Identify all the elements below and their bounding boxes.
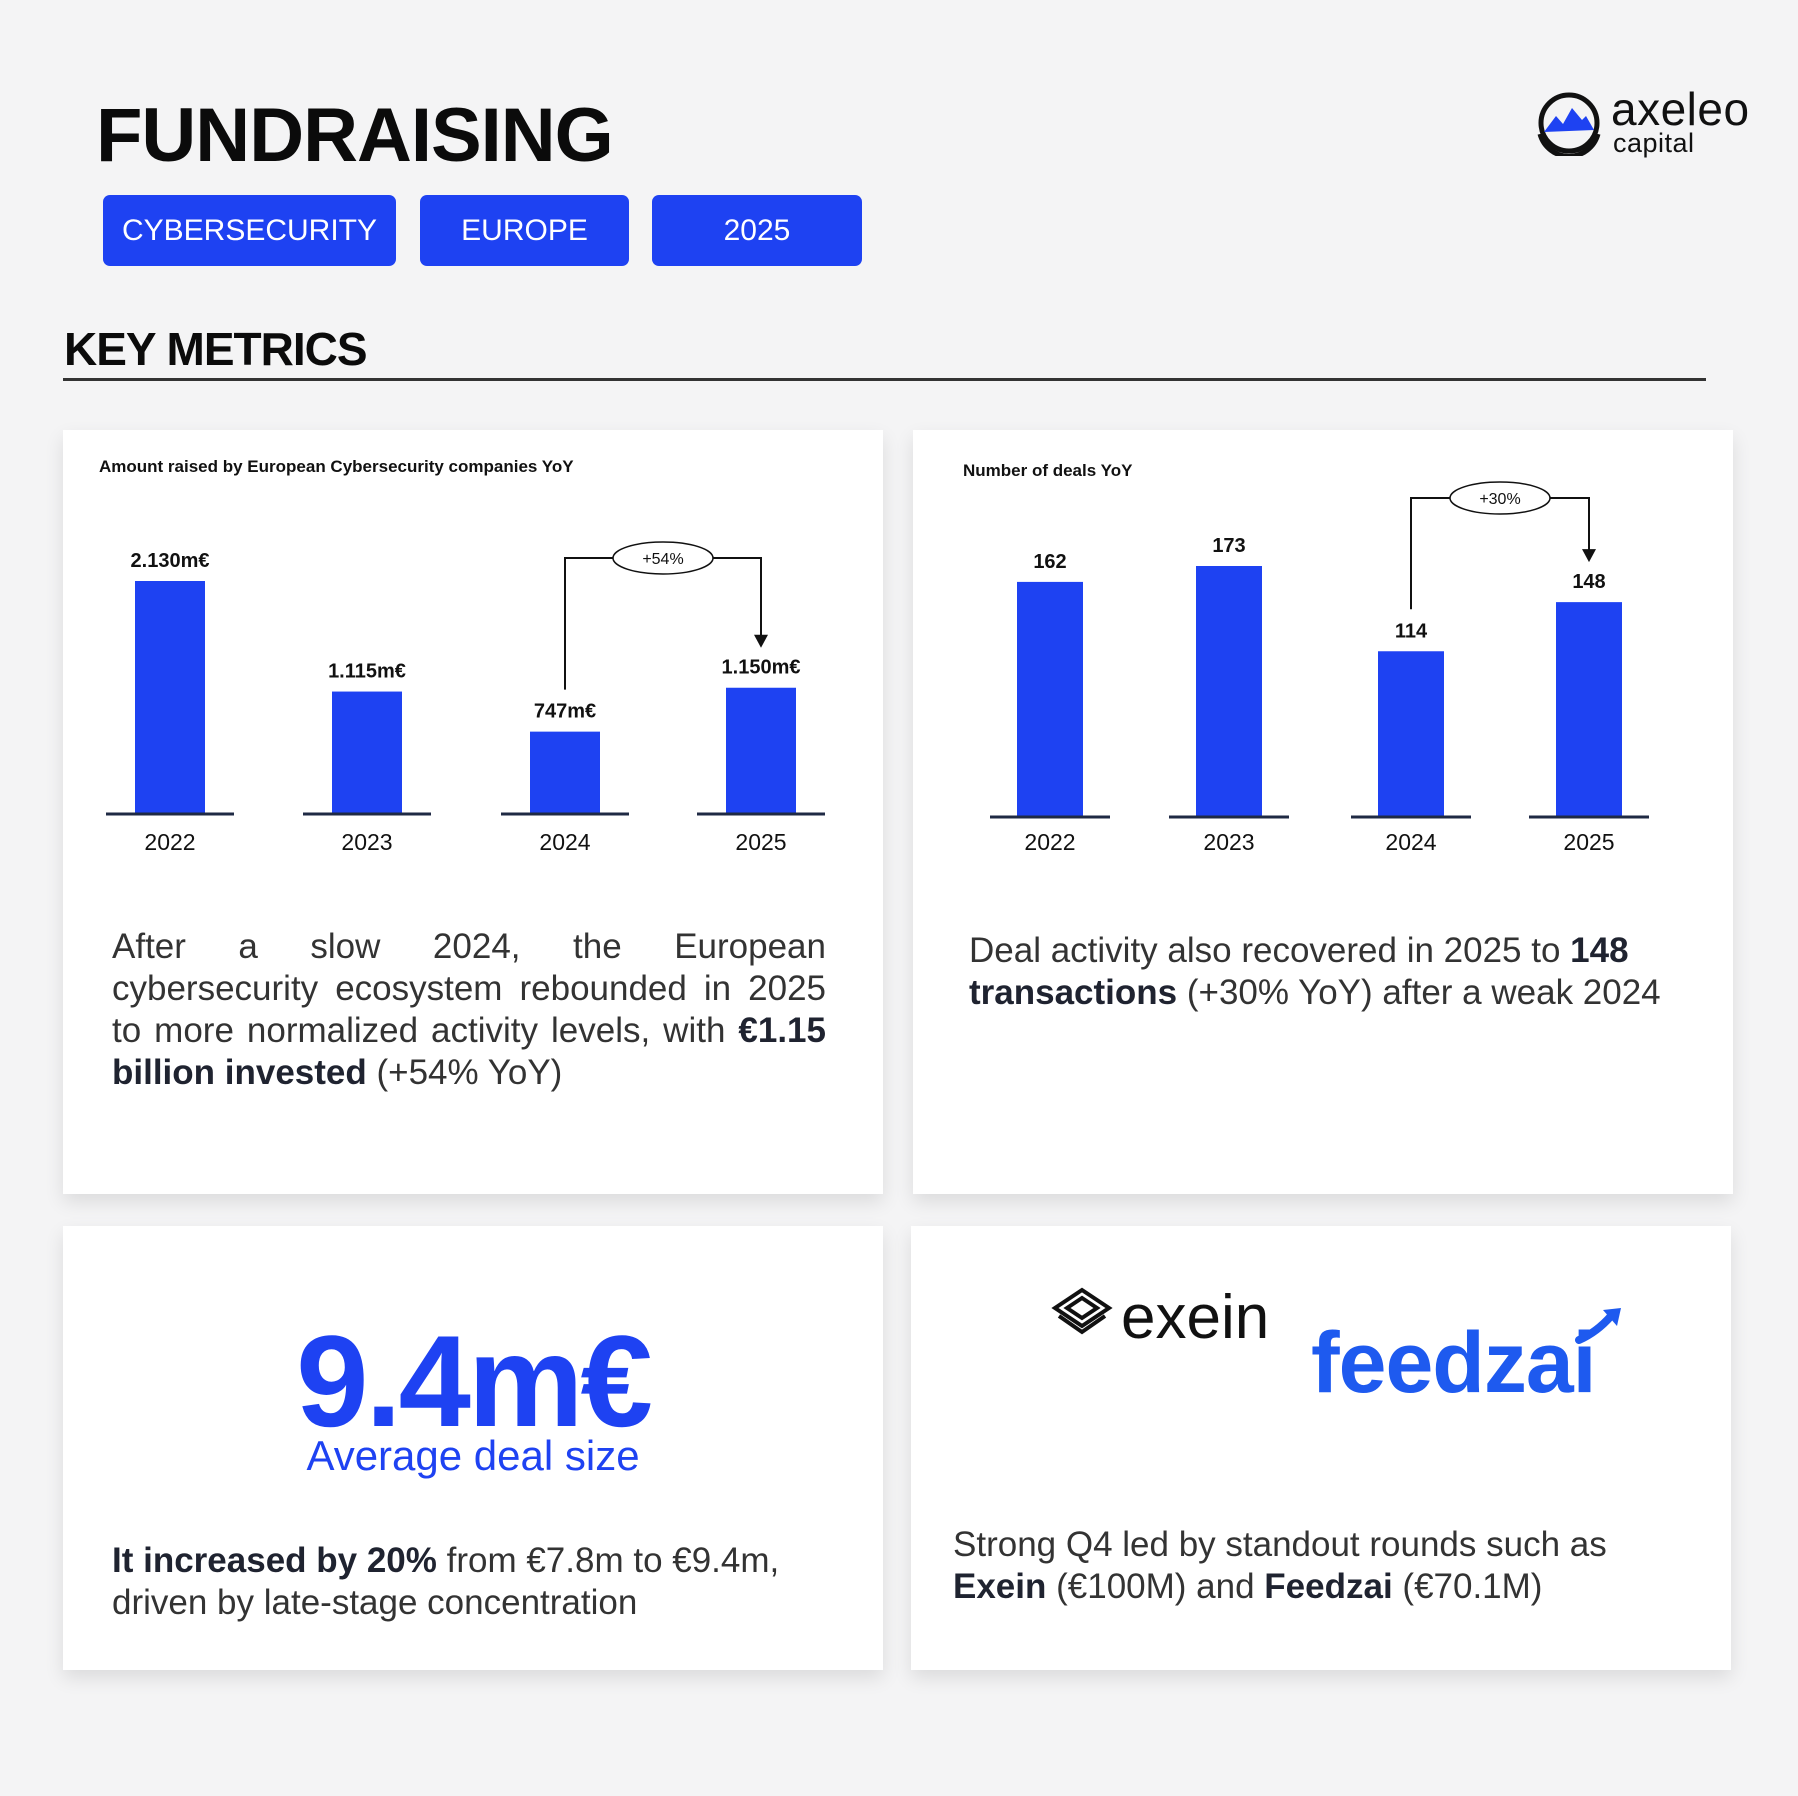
value-label-2024: 747m€ xyxy=(534,701,596,723)
amount-raised-description: After a slow 2024, the European cybersec… xyxy=(112,927,826,1092)
chart-title: Number of deals YoY xyxy=(963,461,1133,480)
amount-raised-card: Amount raised by European Cybersecurity … xyxy=(63,430,883,1194)
standout-rounds-description: Strong Q4 led by standout rounds such as… xyxy=(953,1525,1607,1606)
growth-badge xyxy=(1449,481,1551,515)
category-label-2024: 2024 xyxy=(539,829,590,855)
feedzai-arrow-icon xyxy=(1575,1308,1621,1344)
deals-description: Deal activity also recovered in 2025 to … xyxy=(969,931,1661,1012)
bar-2024 xyxy=(530,731,600,813)
value-label-2024: 114 xyxy=(1395,620,1428,642)
logo-wordmark: axeleo xyxy=(1611,83,1750,135)
bar-2022 xyxy=(135,581,205,813)
value-label-2023: 173 xyxy=(1212,535,1245,557)
feedzai-wordmark: feedzai xyxy=(1311,1315,1597,1411)
growth-label: +30% xyxy=(1479,491,1520,508)
value-label-2025: 1.150m€ xyxy=(722,657,801,679)
bar-2023 xyxy=(1196,566,1262,816)
logo-subtitle: capital xyxy=(1613,128,1695,158)
avg-deal-size-label: Average deal size xyxy=(306,1432,640,1479)
category-label-2023: 2023 xyxy=(341,829,392,855)
page-title: FUNDRAISING xyxy=(96,93,614,178)
exein-wordmark: exein xyxy=(1121,1283,1270,1352)
avg-deal-size-value: 9.4m€ xyxy=(296,1308,653,1454)
avg-deal-size-description: It increased by 20% from €7.8m to €9.4m,… xyxy=(112,1541,780,1622)
section-divider xyxy=(63,378,1706,381)
bar-2024 xyxy=(1378,651,1444,816)
growth-badge xyxy=(612,541,714,575)
value-label-2025: 148 xyxy=(1572,571,1605,593)
axeleo-capital-logo: axeleo capital xyxy=(1536,83,1766,164)
tag-year[interactable]: 2025 xyxy=(652,195,862,266)
deals-chart: Number of deals YoY 162 2022 173 2023 114 2024… xyxy=(963,461,1649,855)
category-label-2024: 2024 xyxy=(1385,829,1436,855)
exein-logo: exein xyxy=(1051,1283,1291,1356)
tag-europe[interactable]: EUROPE xyxy=(420,195,629,266)
deals-card: Number of deals YoY 162 2022 173 2023 114 2024… xyxy=(913,430,1733,1194)
avg-deal-size-card: 9.4m€ Average deal size It increased by … xyxy=(63,1226,883,1670)
amount-raised-chart: Amount raised by European Cybersecurity … xyxy=(99,457,825,855)
category-label-2022: 2022 xyxy=(1024,829,1075,855)
value-label-2023: 1.115m€ xyxy=(328,661,406,683)
category-label-2023: 2023 xyxy=(1203,829,1254,855)
growth-arrowhead xyxy=(1582,549,1596,563)
standout-rounds-card: exein feedzai Strong Q4 led by standout … xyxy=(911,1226,1731,1670)
category-label-2025: 2025 xyxy=(735,829,786,855)
section-title: KEY METRICS xyxy=(64,323,368,375)
value-label-2022: 162 xyxy=(1033,551,1066,573)
tag-cybersecurity[interactable]: CYBERSECURITY xyxy=(103,195,396,266)
feedzai-logo: feedzai xyxy=(1311,1308,1631,1424)
category-label-2022: 2022 xyxy=(144,829,195,855)
bar-2022 xyxy=(1017,581,1083,816)
value-label-2022: 2.130m€ xyxy=(131,550,210,572)
chart-title: Amount raised by European Cybersecurity … xyxy=(99,457,574,476)
category-label-2025: 2025 xyxy=(1563,829,1614,855)
growth-label: +54% xyxy=(642,551,683,568)
exein-mark-icon xyxy=(1051,1287,1113,1335)
mountain-logo-icon xyxy=(1537,92,1601,156)
bar-2023 xyxy=(332,691,402,813)
growth-arrowhead xyxy=(754,634,768,648)
bar-2025 xyxy=(1556,602,1622,816)
bar-2025 xyxy=(726,687,796,813)
